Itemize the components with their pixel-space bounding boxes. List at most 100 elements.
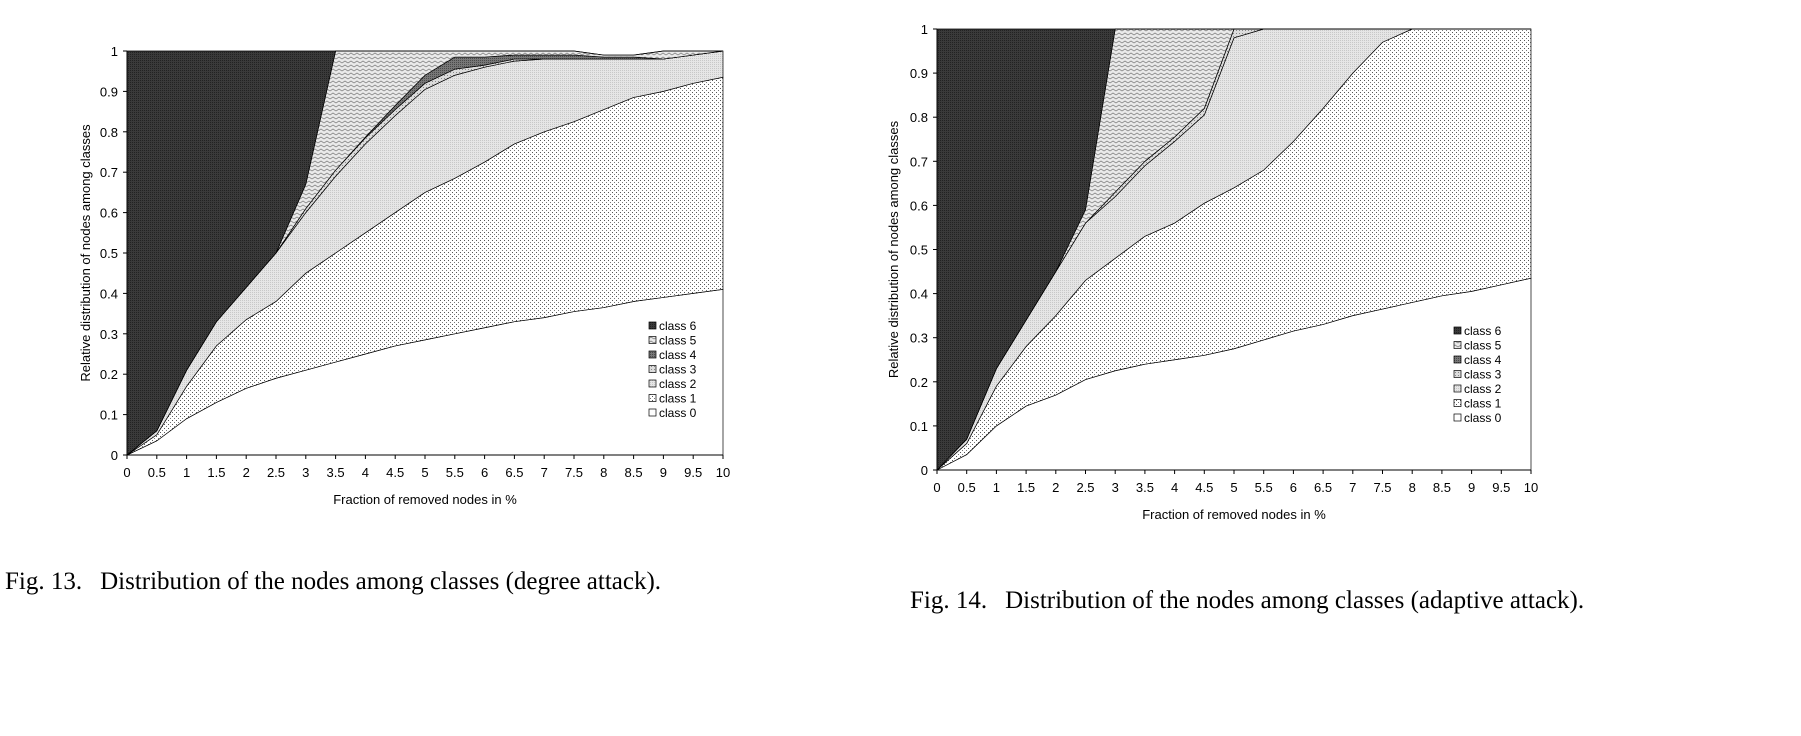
y-tick-label: 0.3 bbox=[100, 327, 118, 342]
x-tick-label: 6 bbox=[481, 465, 488, 480]
figure-13: 0 0.5 1 1.5 2 2.5 3 3.5 4 4.5 5 5.5 6 6.5 7 7.5 8 8.5 9 9.5… bbox=[0, 0, 900, 736]
y-tick-label: 0.3 bbox=[910, 331, 928, 346]
x-tick-label: 7.5 bbox=[565, 465, 583, 480]
chart-adaptive-attack: 0 0.5 1 1.5 2 2.5 3 3.5 4 4.5 5 5.5 6 6.5 7 7.5 8 8.5 9 9.5… bbox=[886, 22, 1538, 522]
x-tick-label: 1 bbox=[993, 480, 1000, 495]
y-tick-label: 1 bbox=[921, 22, 928, 37]
figure-caption-text: Distribution of the nodes among classes … bbox=[1005, 587, 1585, 614]
axes: 0 0.5 1 1.5 2 2.5 3 3.5 4 4.5 5 5.5 6 6.5 7 7.5 8 8.5 9 9.5… bbox=[910, 22, 1538, 495]
legend-label: class 4 bbox=[659, 348, 697, 362]
legend-swatch bbox=[648, 321, 657, 330]
legend-label: class 6 bbox=[659, 319, 697, 333]
x-tick-label: 8 bbox=[600, 465, 607, 480]
x-tick-label: 2 bbox=[1052, 480, 1059, 495]
y-tick-label: 0.5 bbox=[910, 243, 928, 258]
x-axis-title: Fraction of removed nodes in % bbox=[1142, 507, 1326, 522]
x-tick-label: 2.5 bbox=[1076, 480, 1094, 495]
x-tick-label: 10 bbox=[716, 465, 730, 480]
x-tick-label: 8 bbox=[1409, 480, 1416, 495]
x-tick-label: 6 bbox=[1290, 480, 1297, 495]
x-tick-label: 3.5 bbox=[327, 465, 345, 480]
y-tick-label: 0.2 bbox=[910, 375, 928, 390]
x-tick-label: 7 bbox=[541, 465, 548, 480]
x-tick-label: 9.5 bbox=[684, 465, 702, 480]
x-tick-label: 3 bbox=[1112, 480, 1119, 495]
legend-swatch bbox=[648, 379, 657, 388]
x-tick-label: 1.5 bbox=[1017, 480, 1035, 495]
y-tick-label: 0.8 bbox=[910, 110, 928, 125]
y-tick-label: 0.6 bbox=[910, 198, 928, 213]
x-tick-label: 4.5 bbox=[386, 465, 404, 480]
x-tick-label: 5.5 bbox=[1255, 480, 1273, 495]
y-tick-label: 0.9 bbox=[910, 66, 928, 81]
y-tick-label: 1 bbox=[111, 44, 118, 59]
axes: 0 0.5 1 1.5 2 2.5 3 3.5 4 4.5 5 5.5 6 6.5 7 7.5 8 8.5 9 9.5… bbox=[100, 44, 730, 480]
x-tick-label: 0.5 bbox=[148, 465, 166, 480]
legend-swatch bbox=[1453, 341, 1462, 349]
y-axis-title: Relative distribution of nodes among cla… bbox=[78, 124, 93, 382]
x-tick-label: 6.5 bbox=[1314, 480, 1332, 495]
legend-label: class 0 bbox=[659, 406, 697, 420]
x-tick-label: 4 bbox=[362, 465, 369, 480]
figure-caption: Fig. 14. Distribution of the nodes among … bbox=[910, 587, 1584, 615]
legend-label: class 4 bbox=[1464, 353, 1502, 367]
x-tick-label: 7 bbox=[1349, 480, 1356, 495]
stacked-areas bbox=[126, 50, 724, 456]
x-tick-label: 8.5 bbox=[1433, 480, 1451, 495]
legend-label: class 5 bbox=[1464, 339, 1502, 353]
y-tick-label: 0.1 bbox=[100, 408, 118, 423]
legend-swatch bbox=[1453, 384, 1462, 393]
x-axis-title: Fraction of removed nodes in % bbox=[333, 492, 517, 507]
x-tick-label: 6.5 bbox=[505, 465, 523, 480]
legend-swatch bbox=[648, 350, 657, 359]
y-tick-label: 0.9 bbox=[100, 84, 118, 99]
legend-swatch bbox=[1453, 326, 1462, 335]
legend-label: class 0 bbox=[1464, 411, 1502, 425]
y-tick-label: 0.8 bbox=[100, 125, 118, 140]
y-tick-label: 0 bbox=[921, 463, 928, 478]
x-tick-label: 4.5 bbox=[1195, 480, 1213, 495]
x-tick-label: 2.5 bbox=[267, 465, 285, 480]
x-tick-label: 5 bbox=[1230, 480, 1237, 495]
figure-caption: Fig. 13. Distribution of the nodes among … bbox=[5, 568, 661, 596]
x-tick-label: 3.5 bbox=[1136, 480, 1154, 495]
x-tick-label: 9.5 bbox=[1492, 480, 1510, 495]
y-tick-label: 0 bbox=[111, 448, 118, 463]
legend-swatch bbox=[1453, 370, 1462, 378]
x-tick-label: 9 bbox=[660, 465, 667, 480]
stacked-areas bbox=[936, 28, 1532, 471]
legend-swatch bbox=[1453, 399, 1462, 407]
chart-degree-attack: 0 0.5 1 1.5 2 2.5 3 3.5 4 4.5 5 5.5 6 6.5 7 7.5 8 8.5 9 9.5… bbox=[78, 44, 730, 507]
x-tick-label: 1.5 bbox=[207, 465, 225, 480]
legend-swatch bbox=[648, 336, 657, 344]
area-class-6 bbox=[936, 28, 1531, 471]
x-tick-label: 2 bbox=[243, 465, 250, 480]
x-tick-label: 5 bbox=[421, 465, 428, 480]
legend-label: class 6 bbox=[1464, 324, 1502, 338]
x-tick-label: 0 bbox=[123, 465, 130, 480]
y-axis-title: Relative distribution of nodes among cla… bbox=[886, 120, 901, 378]
legend-swatch bbox=[648, 394, 657, 402]
legend-label: class 3 bbox=[659, 363, 697, 377]
legend-label: class 1 bbox=[1464, 397, 1502, 411]
y-tick-label: 0.1 bbox=[910, 419, 928, 434]
x-tick-label: 8.5 bbox=[625, 465, 643, 480]
y-tick-label: 0.5 bbox=[100, 246, 118, 261]
y-tick-label: 0.4 bbox=[910, 287, 928, 302]
legend-swatch bbox=[1453, 413, 1462, 422]
x-tick-label: 5.5 bbox=[446, 465, 464, 480]
legend-label: class 2 bbox=[1464, 382, 1502, 396]
x-tick-label: 0.5 bbox=[958, 480, 976, 495]
figure-number: Fig. 13. bbox=[5, 568, 83, 595]
figure-number: Fig. 14. bbox=[910, 587, 988, 614]
x-tick-label: 9 bbox=[1468, 480, 1475, 495]
legend-swatch bbox=[648, 365, 657, 373]
legend-label: class 2 bbox=[659, 377, 697, 391]
area-class-6 bbox=[126, 50, 723, 456]
x-tick-label: 10 bbox=[1524, 480, 1538, 495]
x-tick-label: 7.5 bbox=[1373, 480, 1391, 495]
y-tick-label: 0.4 bbox=[100, 286, 118, 301]
y-tick-label: 0.2 bbox=[100, 367, 118, 382]
y-tick-label: 0.7 bbox=[910, 154, 928, 169]
